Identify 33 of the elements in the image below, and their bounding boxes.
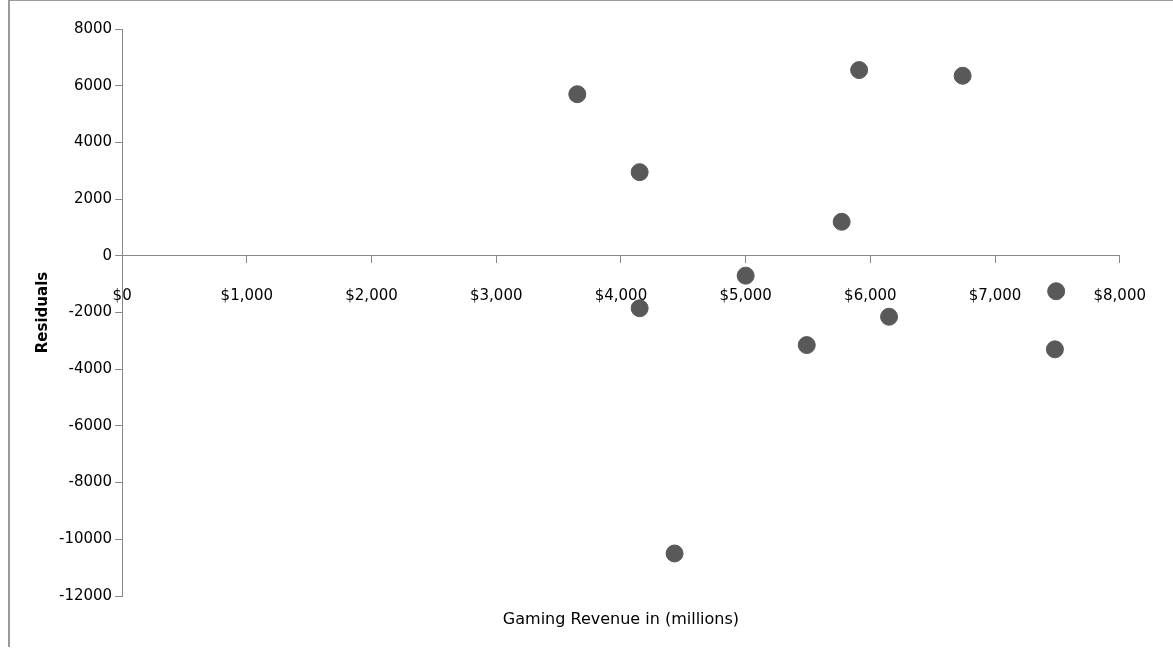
y-axis-title: Residuals: [32, 271, 51, 354]
y-tick-label: 6000: [73, 75, 113, 94]
x-tick-label: $3,000: [469, 285, 523, 304]
y-tick-label: -8000: [68, 472, 113, 491]
point: [953, 66, 972, 85]
x-tick-label: $2,000: [345, 285, 398, 304]
y-tick-label: -4000: [68, 359, 113, 378]
point: [736, 266, 755, 285]
point: [1045, 340, 1064, 359]
x-tick-label: $8,000: [1093, 285, 1147, 304]
point: [630, 163, 649, 182]
point: [850, 61, 869, 80]
y-tick-label: -2000: [68, 302, 113, 321]
x-tick-label: $0: [112, 285, 132, 304]
y-tick-label: 0: [102, 245, 113, 264]
x-tick-label: $7,000: [968, 285, 1022, 304]
x-tick-label: $4,000: [594, 285, 648, 304]
y-tick-label: -12000: [58, 585, 113, 604]
x-axis-title: Gaming Revenue in (millions): [502, 609, 740, 629]
x-tick-label: $1,000: [220, 285, 274, 304]
y-tick-label: -10000: [58, 529, 113, 548]
y-tick-label: -6000: [68, 415, 113, 434]
point: [665, 544, 684, 563]
y-tick-label: 4000: [73, 132, 113, 151]
point: [797, 336, 816, 355]
point: [1047, 282, 1066, 301]
x-tick-label: $5,000: [719, 285, 772, 304]
point: [880, 307, 899, 326]
y-tick-label: 8000: [73, 18, 113, 37]
point: [568, 85, 587, 104]
y-tick-label: 2000: [73, 188, 113, 207]
x-tick-label: $6,000: [844, 285, 897, 304]
point: [832, 212, 851, 231]
